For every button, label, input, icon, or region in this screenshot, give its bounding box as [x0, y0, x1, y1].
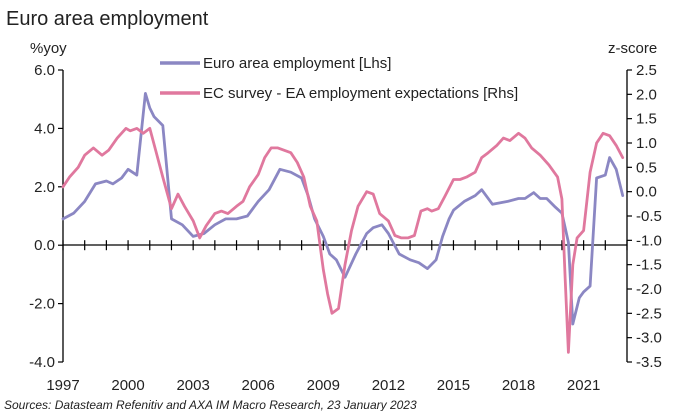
legend-label-ec-survey: EC survey - EA employment expectations […: [203, 85, 518, 102]
left-tick-label: 0.0: [34, 237, 55, 254]
left-tick-label: 4.0: [34, 120, 55, 137]
left-tick-label: -4.0: [29, 354, 55, 371]
right-tick-label: -1.5: [636, 257, 662, 274]
right-tick-label: 1.5: [636, 111, 657, 128]
x-tick-label: 2012: [372, 377, 405, 394]
x-axis-ticks: 1997 2000 2003 2006 2009 2012 2015 2018 2021: [46, 240, 628, 394]
right-axis-unit: z-score: [608, 40, 657, 57]
right-tick-label: -1.0: [636, 232, 662, 249]
x-tick-label: 2000: [111, 377, 144, 394]
right-tick-label: 1.0: [636, 135, 657, 152]
right-tick-label: -0.5: [636, 208, 662, 225]
left-axis-unit: %yoy: [30, 40, 67, 57]
right-tick-label: -3.5: [636, 354, 662, 371]
right-tick-label: 2.0: [636, 86, 657, 103]
source-note: Sources: Datasteam Refenitiv and AXA IM …: [4, 398, 417, 411]
right-tick-label: 0.5: [636, 159, 657, 176]
left-tick-label: 6.0: [34, 62, 55, 79]
right-tick-label: -2.0: [636, 281, 662, 298]
x-tick-label: 1997: [46, 377, 79, 394]
x-tick-label: 2009: [307, 377, 340, 394]
left-axis-ticks: 6.0 4.0 2.0 0.0 -2.0 -4.0: [29, 62, 63, 371]
right-tick-label: -2.5: [636, 305, 662, 322]
x-tick-label: 2018: [502, 377, 535, 394]
series-line-employment: [61, 92, 625, 326]
chart-title: Euro area employment: [6, 8, 209, 30]
left-tick-label: -2.0: [29, 296, 55, 313]
legend: Euro area employment [Lhs] EC survey - E…: [160, 55, 518, 102]
x-tick-label: 2021: [567, 377, 600, 394]
right-axis-ticks: 2.5 2.0 1.5 1.0 0.5 0.0 -0.5 -1.0 -1.5 -2.0 -2.5 -3…: [627, 62, 662, 371]
x-tick-label: 2003: [176, 377, 209, 394]
legend-label-employment: Euro area employment [Lhs]: [203, 55, 391, 72]
right-tick-label: -3.0: [636, 330, 662, 347]
series-lines: [61, 92, 625, 354]
right-tick-label: 2.5: [636, 62, 657, 79]
right-tick-label: 0.0: [636, 184, 657, 201]
x-tick-label: 2006: [242, 377, 275, 394]
x-tick-label: 2015: [437, 377, 470, 394]
series-line-ec-survey: [61, 127, 625, 354]
left-tick-label: 2.0: [34, 179, 55, 196]
